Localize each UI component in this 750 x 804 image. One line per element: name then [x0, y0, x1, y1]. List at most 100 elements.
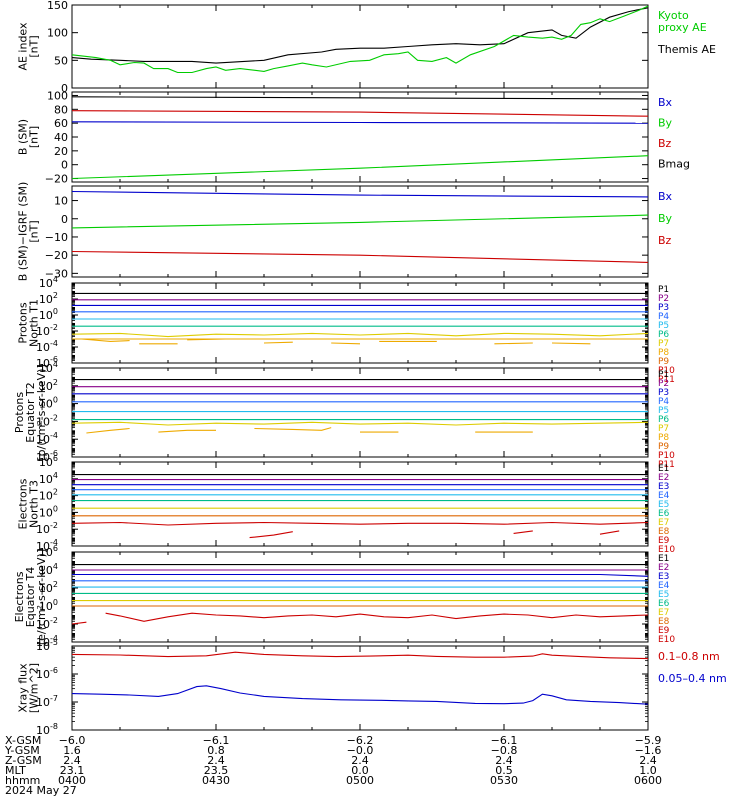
legend-entry: E2 — [658, 473, 669, 483]
legend-entry: P10 — [658, 366, 675, 376]
y-axis-label: [e/(cm²-s-sr-keV)] — [35, 549, 48, 645]
legend-entry: E3 — [658, 572, 669, 582]
y-tick-exponent: -4 — [50, 538, 58, 547]
y-tick-exponent: 6 — [53, 454, 58, 463]
y-tick-label: 100 — [47, 27, 68, 40]
series-line-0-05-0-4-nm — [71, 685, 649, 705]
series-segment — [249, 531, 293, 539]
y-tick-exponent: -8 — [50, 722, 58, 731]
series-line-bx — [71, 121, 649, 124]
y-tick-label: −10 — [45, 231, 68, 244]
series-line-0-1-0-8-nm — [71, 651, 649, 660]
y-tick-exponent: -4 — [50, 339, 58, 348]
y-axis-label: North T3 — [28, 480, 41, 528]
y-tick-exponent: 6 — [53, 544, 58, 553]
x-axis-row-label: Y-GSM — [4, 744, 40, 757]
x-axis-tick-value: −1.6 — [635, 744, 662, 757]
legend-entry: 0.1–0.8 nm — [658, 650, 720, 663]
x-axis-tick-value: −6.2 — [347, 734, 374, 747]
panel-frame — [71, 645, 649, 731]
legend-entry: E6 — [658, 509, 670, 519]
panel-frame — [71, 4, 649, 89]
legend-entry: E6 — [658, 599, 670, 609]
legend-entry: E10 — [658, 545, 675, 555]
y-tick-label: 60 — [54, 117, 68, 130]
x-axis-tick-value: 0530 — [490, 774, 518, 787]
series-segment — [105, 612, 649, 622]
y-tick-exponent: 4 — [53, 471, 58, 480]
y-tick-exponent: 4 — [53, 562, 58, 571]
y-tick-label: 40 — [54, 131, 68, 144]
x-axis-tick-value: −0.0 — [347, 744, 374, 757]
y-tick-label: 100 — [39, 504, 58, 519]
x-axis-tick-value: 23.1 — [60, 764, 85, 777]
x-axis-tick-value: 23.5 — [204, 764, 229, 777]
legend-entry: Themis AE — [657, 43, 716, 56]
x-axis-tick-value: 2.4 — [351, 754, 369, 767]
legend-entry: Bx — [658, 190, 673, 203]
x-axis-tick-value: −6.1 — [491, 734, 518, 747]
legend-entry: E3 — [658, 482, 669, 492]
legend-entry: P3 — [658, 303, 669, 313]
series-segment — [187, 338, 226, 341]
series-segment — [599, 530, 620, 535]
x-axis-tick-value: 2.4 — [639, 754, 657, 767]
x-axis-row-label: hhmm — [5, 774, 40, 787]
legend-entry: P5 — [658, 321, 669, 331]
y-tick-label: 102 — [39, 488, 58, 503]
y-tick-label: 104 — [39, 471, 58, 486]
y-axis-label: North T1 — [28, 299, 41, 347]
y-tick-label: 10 — [54, 195, 68, 208]
legend-entry: E1 — [658, 554, 669, 564]
legend-entry: P1 — [658, 370, 669, 380]
legend-entry: P7 — [658, 339, 669, 349]
y-tick-exponent: -7 — [50, 694, 58, 703]
y-axis-label: B (SM)−IGRF (SM) — [17, 182, 30, 282]
legend-entry: P7 — [658, 424, 669, 434]
series-line-bx — [71, 190, 649, 198]
legend-entry: P8 — [658, 433, 669, 443]
y-tick-label: 102 — [39, 291, 58, 306]
series-line-themis-ae — [71, 7, 649, 64]
x-axis-tick-value: 1.0 — [639, 764, 657, 777]
y-tick-exponent: -2 — [50, 413, 58, 422]
y-tick-label: 150 — [47, 0, 68, 12]
panel-frame — [71, 367, 649, 458]
legend-entry: Kyoto — [658, 9, 689, 22]
legend-entry: Bz — [658, 137, 672, 150]
legend-entry: P9 — [658, 442, 669, 452]
x-axis-row-label: X-GSM — [5, 734, 41, 747]
legend-entry: Bz — [658, 234, 672, 247]
y-axis-label: [W/m^2] — [28, 663, 41, 713]
series-line-e9 — [71, 521, 649, 526]
y-tick-exponent: -2 — [50, 616, 58, 625]
series-line-p7 — [71, 421, 649, 426]
y-tick-exponent: -6 — [50, 449, 58, 458]
x-axis-tick-value: −6.1 — [203, 734, 230, 747]
legend-entry: P2 — [658, 379, 669, 389]
x-axis-tick-value: 0.8 — [207, 744, 225, 757]
legend-entry: E7 — [658, 608, 669, 618]
y-tick-label: 80 — [54, 103, 68, 116]
legend-entry: E4 — [658, 491, 670, 501]
x-axis-tick-value: 2.4 — [207, 754, 225, 767]
legend-entry: Bmag — [658, 158, 690, 171]
legend-entry: E9 — [658, 626, 670, 636]
panel-frame — [71, 282, 649, 364]
y-axis-label: AE index — [17, 22, 30, 71]
legend-entry: 0.05–0.4 nm — [658, 672, 727, 685]
y-axis-label: Equator T4 — [24, 567, 37, 627]
series-segment — [71, 621, 87, 625]
y-axis-label: [nT] — [28, 220, 41, 242]
y-tick-label: −30 — [45, 267, 68, 280]
y-tick-exponent: -6 — [50, 666, 58, 675]
legend-entry: proxy AE — [658, 21, 707, 34]
y-axis-label: Protons — [13, 392, 26, 433]
y-tick-exponent: -4 — [50, 634, 58, 643]
x-axis-row-label: MLT — [5, 764, 26, 777]
y-axis-label: Protons — [17, 302, 30, 343]
legend-entry: E5 — [658, 500, 669, 510]
